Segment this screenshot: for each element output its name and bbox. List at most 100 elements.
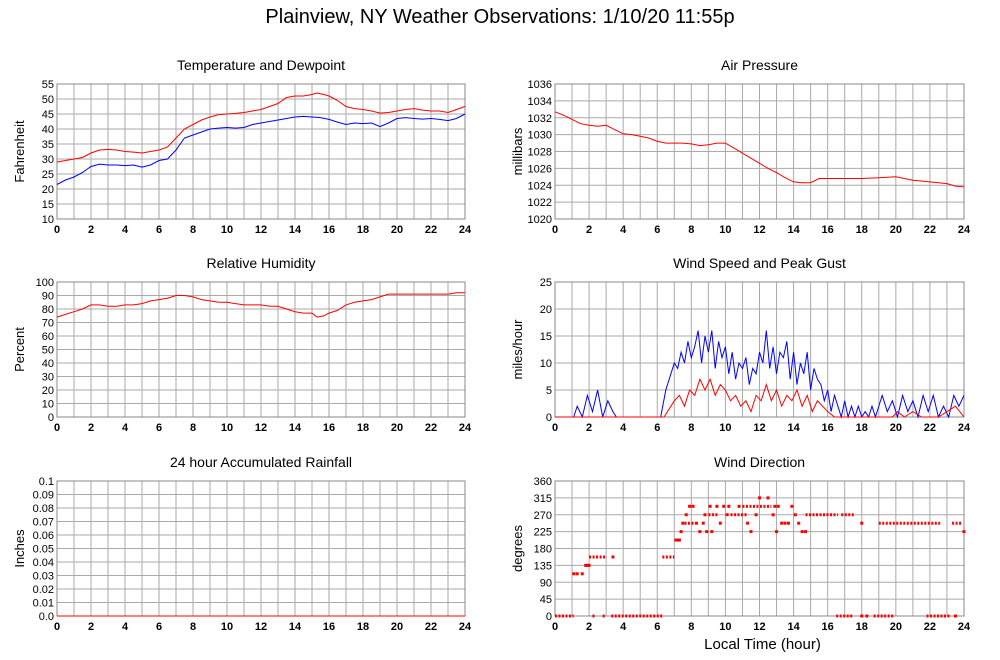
chart-title: Wind Direction: [714, 454, 805, 470]
x-tick-label: 0: [54, 621, 60, 633]
direction-point: [705, 530, 709, 534]
y-tick-label: 1034: [528, 96, 552, 108]
y-axis-label: miles/hour: [510, 319, 525, 380]
x-tick-label: 2: [88, 422, 94, 434]
y-tick-label: 20: [42, 385, 54, 397]
direction-point: [804, 530, 808, 534]
x-tick-label: 12: [255, 621, 267, 633]
y-tick-label: 0: [546, 412, 552, 424]
x-tick-label: 10: [719, 224, 731, 236]
y-tick-label: 0.0: [39, 611, 54, 623]
y-tick-label: 35: [42, 139, 54, 151]
series-line-0: [56, 92, 466, 163]
chart-humidity: 0 2 4 6 8 10 12 14 16 18 20 22 240102030405060708090…: [12, 255, 472, 434]
chart-title: Wind Speed and Peak Gust: [673, 255, 846, 271]
direction-point: [773, 504, 777, 508]
chart-title: 24 hour Accumulated Rainfall: [170, 454, 352, 470]
y-axis-label: Fahrenheit: [12, 120, 27, 183]
y-tick-label: 315: [534, 493, 552, 505]
x-tick-label: 6: [654, 224, 660, 236]
y-tick-label: 50: [42, 94, 54, 106]
direction-point: [572, 572, 576, 576]
x-tick-label: 4: [122, 224, 129, 236]
direction-point: [584, 563, 588, 567]
direction-point: [793, 513, 797, 517]
direction-point: [684, 513, 688, 517]
x-tick-label: 24: [459, 621, 472, 633]
chart-temp: 0 2 4 6 8 10 12 14 16 18 20 22 241015202530354045505…: [12, 57, 472, 236]
x-tick-label: 4: [620, 224, 627, 236]
x-tick-label: 4: [620, 422, 627, 434]
y-tick-label: 70: [42, 318, 54, 330]
x-tick-label: 6: [156, 224, 162, 236]
direction-point: [860, 614, 864, 618]
y-tick-label: 45: [42, 109, 54, 121]
x-tick-label: 6: [156, 621, 162, 633]
x-tick-label: 12: [255, 224, 267, 236]
series-line-1: [56, 113, 466, 185]
plot-frame: [554, 83, 965, 220]
y-tick-label: 1030: [528, 130, 552, 142]
x-tick-label: 12: [753, 422, 765, 434]
direction-point: [727, 504, 731, 508]
direction-point: [674, 538, 678, 542]
y-tick-label: 90: [540, 577, 552, 589]
direction-point: [962, 530, 966, 534]
y-tick-label: 0.01: [33, 598, 54, 610]
x-tick-label: 14: [787, 422, 800, 434]
direction-point: [718, 521, 722, 525]
y-tick-label: 0.06: [33, 530, 54, 542]
x-tick-label: 22: [924, 422, 936, 434]
x-tick-label: 14: [787, 224, 800, 236]
x-tick-label: 0: [54, 224, 60, 236]
y-tick-label: 0.02: [33, 584, 54, 596]
x-tick-label: 2: [586, 621, 592, 633]
x-tick-label: 24: [958, 422, 971, 434]
x-tick-label: 4: [122, 422, 129, 434]
y-axis-label: millibars: [510, 127, 525, 175]
chart-title: Air Pressure: [721, 57, 798, 73]
y-tick-label: 10: [540, 358, 552, 370]
direction-point: [786, 521, 790, 525]
plot-frame: [554, 480, 965, 617]
plot-frame: [554, 281, 965, 418]
y-tick-label: 25: [42, 169, 54, 181]
y-axis-label: degrees: [510, 525, 525, 572]
direction-point: [679, 530, 683, 534]
chart-rain: 0 2 4 6 8 10 12 14 16 18 20 22 240.00.010.020.030.04…: [12, 454, 472, 633]
chart-title: Relative Humidity: [207, 255, 316, 271]
direction-point: [688, 504, 692, 508]
x-tick-label: 20: [890, 621, 902, 633]
x-tick-label: 10: [719, 621, 731, 633]
x-tick-label: 18: [357, 621, 369, 633]
direction-point: [676, 538, 680, 542]
x-tick-label: 14: [289, 621, 302, 633]
direction-point: [754, 513, 758, 517]
x-tick-label: 22: [425, 422, 437, 434]
x-tick-label: 14: [787, 621, 800, 633]
x-tick-label: 6: [654, 422, 660, 434]
chart-title: Temperature and Dewpoint: [177, 57, 345, 73]
y-tick-label: 60: [42, 331, 54, 343]
y-tick-label: 55: [42, 79, 54, 91]
y-tick-label: 20: [42, 184, 54, 196]
y-tick-label: 0.1: [39, 476, 54, 488]
direction-point: [783, 521, 787, 525]
y-tick-label: 20: [540, 304, 552, 316]
x-tick-label: 6: [156, 422, 162, 434]
direction-point: [860, 521, 864, 525]
x-tick-label: 0: [552, 621, 558, 633]
x-tick-label: 2: [88, 224, 94, 236]
x-tick-label: 22: [425, 621, 437, 633]
x-tick-label: 8: [688, 422, 694, 434]
direction-point: [746, 521, 750, 525]
direction-point: [585, 563, 589, 567]
direction-point: [703, 513, 707, 517]
direction-point: [611, 555, 615, 559]
x-tick-label: 20: [391, 621, 403, 633]
y-tick-label: 30: [42, 154, 54, 166]
plot-frame: [56, 83, 466, 220]
x-tick-label: 14: [289, 422, 302, 434]
y-axis-label: Percent: [12, 327, 27, 372]
y-tick-label: 90: [42, 291, 54, 303]
